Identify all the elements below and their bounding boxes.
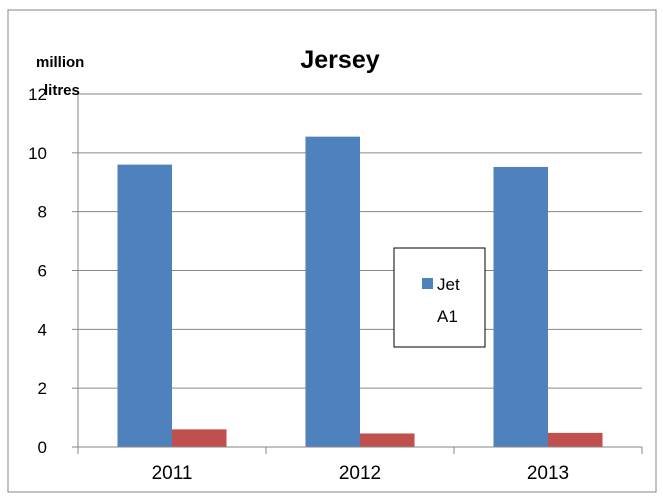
y-axis-label: million bbox=[36, 54, 84, 71]
y-tick-label: 12 bbox=[28, 85, 47, 104]
chart-title: Jersey bbox=[300, 46, 379, 74]
y-tick-label: 6 bbox=[38, 262, 47, 281]
legend-label-line1: Jet bbox=[437, 275, 460, 294]
y-tick-label: 4 bbox=[38, 320, 47, 339]
y-tick-label: 2 bbox=[38, 379, 47, 398]
y-tick-label: 8 bbox=[38, 203, 47, 222]
legend-box bbox=[393, 247, 486, 348]
tick-labels: 0 2 4 6 8 10 12 2011 2012 2013 bbox=[28, 85, 569, 484]
legend: Jet A1 bbox=[393, 247, 486, 348]
bars bbox=[117, 136, 603, 447]
legend-label-line2: A1 bbox=[437, 307, 458, 326]
bar-series1-2012 bbox=[305, 136, 360, 447]
y-axis-label-line2: litres bbox=[44, 82, 80, 99]
legend-swatch-jet-a1 bbox=[422, 278, 433, 289]
axes bbox=[72, 93, 643, 454]
bar-series2-2013 bbox=[548, 432, 603, 447]
x-tick-label: 2013 bbox=[527, 463, 569, 484]
y-tick-label: 0 bbox=[38, 438, 47, 457]
bar-series2-2011 bbox=[172, 429, 227, 447]
bar-series1-2013 bbox=[493, 166, 548, 447]
x-tick-label: 2012 bbox=[339, 463, 381, 484]
y-tick-label: 10 bbox=[28, 144, 47, 163]
x-tick-label: 2011 bbox=[152, 463, 193, 484]
bar-series2-2012 bbox=[360, 433, 415, 447]
bar-series1-2011 bbox=[117, 164, 172, 447]
